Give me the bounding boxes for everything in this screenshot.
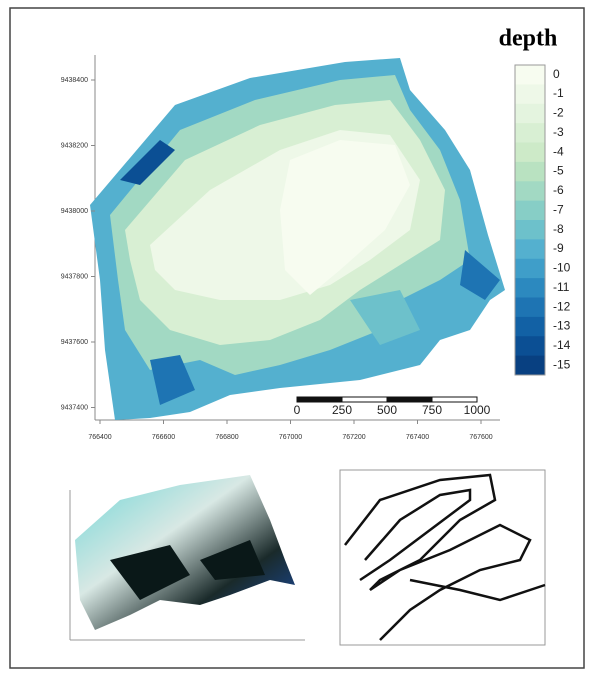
legend-label: -11 [553, 280, 570, 294]
legend-label: -10 [553, 261, 571, 275]
figure: depth 9438400 9438200 9438000 9437800 943760… [0, 0, 589, 675]
legend-swatch [515, 162, 545, 182]
figure-page: depth 9438400 9438200 9438000 9437800 943760… [0, 0, 589, 675]
x-tick-label: 767000 [279, 434, 302, 441]
legend-swatch [515, 239, 545, 259]
legend-swatch [515, 201, 545, 221]
legend-label: -8 [553, 222, 564, 236]
scale-label: 0 [294, 403, 301, 417]
x-tick-label: 767200 [342, 434, 365, 441]
y-tick-label: 9437600 [61, 339, 88, 346]
x-tick-label: 767400 [406, 434, 429, 441]
x-tick-label: 767600 [469, 434, 492, 441]
track-plot [340, 470, 545, 645]
contour-map [90, 58, 505, 420]
y-tick-label: 9438400 [61, 77, 88, 84]
scale-segment [432, 397, 477, 402]
legend-label: -7 [553, 202, 564, 216]
y-tick-label: 9438000 [61, 208, 88, 215]
scale-label: 750 [422, 403, 442, 417]
y-tick-label: 9438200 [61, 142, 88, 149]
legend-swatch [515, 259, 545, 279]
legend-swatch [515, 181, 545, 201]
legend-label: -15 [553, 357, 571, 371]
x-tick-label: 766400 [88, 434, 111, 441]
x-tick-label: 766600 [152, 434, 175, 441]
legend-label: -13 [553, 319, 571, 333]
legend-swatch [515, 65, 545, 85]
legend-label: 0 [553, 67, 560, 81]
legend-label: -4 [553, 144, 564, 158]
legend-label: -6 [553, 183, 564, 197]
scale-label: 500 [377, 403, 397, 417]
y-tick-label: 9437800 [61, 273, 88, 280]
legend-label: -12 [553, 299, 571, 313]
legend-swatch [515, 143, 545, 163]
y-tick-label: 9437400 [61, 404, 88, 411]
legend-swatch [515, 84, 545, 104]
legend-label: -3 [553, 125, 564, 139]
legend-label: -9 [553, 241, 564, 255]
legend-swatch [515, 278, 545, 298]
legend-title: depth [499, 26, 558, 52]
scale-label: 250 [332, 403, 352, 417]
3d-surface [70, 475, 305, 640]
legend-swatch [515, 336, 545, 356]
legend-label: -1 [553, 86, 564, 100]
scale-segment [342, 397, 387, 402]
scale-label: 1000 [464, 403, 491, 417]
legend-swatch [515, 298, 545, 318]
x-tick-label: 766800 [215, 434, 238, 441]
legend-swatch [515, 220, 545, 240]
legend-swatch [515, 123, 545, 143]
scale-segment [387, 397, 432, 402]
legend-swatch [515, 104, 545, 124]
legend-swatch [515, 356, 545, 376]
scale-segment [297, 397, 342, 402]
legend-label: -2 [553, 106, 564, 120]
legend-label: -14 [553, 338, 571, 352]
legend-swatch [515, 317, 545, 337]
legend-label: -5 [553, 164, 564, 178]
